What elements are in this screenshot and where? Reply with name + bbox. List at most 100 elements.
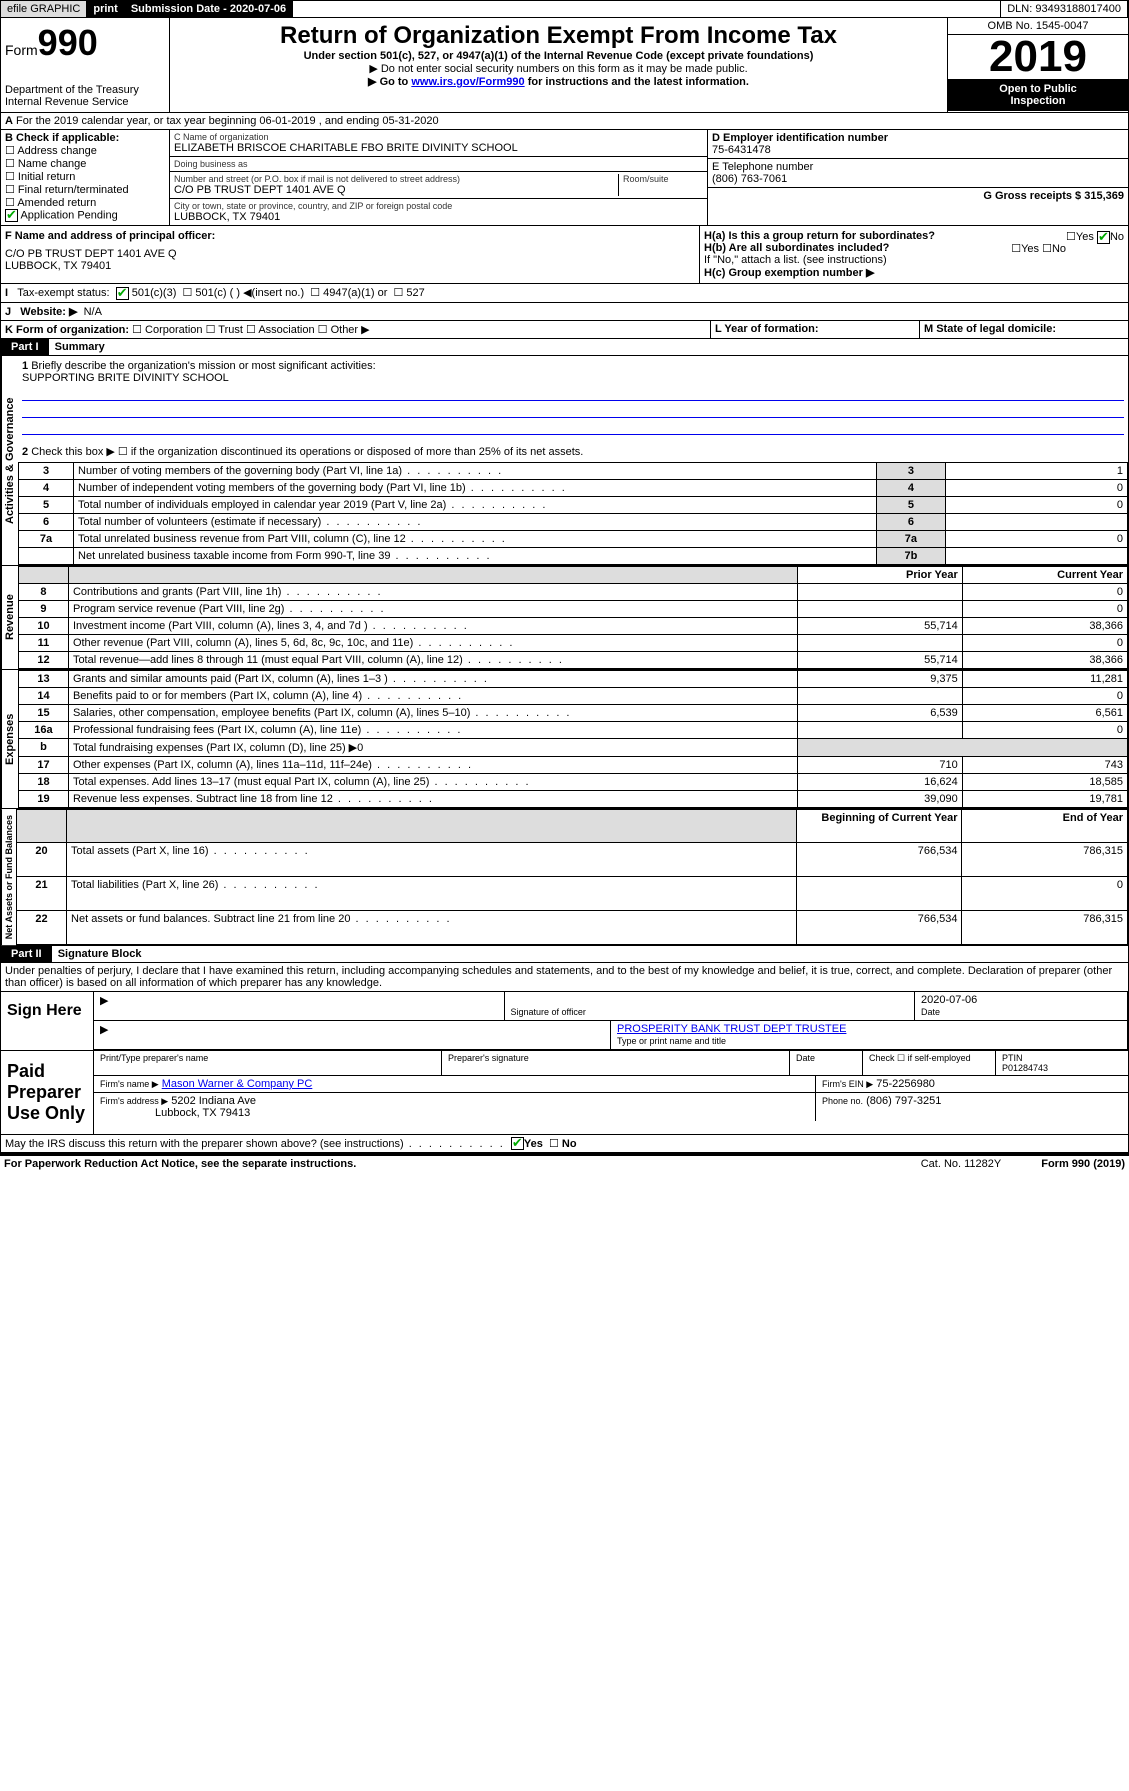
line2-text: Check this box ▶ ☐ if the organization d… <box>31 446 583 458</box>
part1-title: Summary <box>55 341 105 353</box>
ha-no-check[interactable] <box>1097 231 1110 244</box>
part1-header: Part I Summary <box>0 339 1129 356</box>
officer-label: F Name and address of principal officer: <box>5 230 215 242</box>
form-header: Form990 Department of the Treasury Inter… <box>0 18 1129 113</box>
mission-text: SUPPORTING BRITE DIVINITY SCHOOL <box>22 372 229 384</box>
no2: No <box>1052 243 1066 255</box>
tax-status-label: Tax-exempt status: <box>17 287 109 299</box>
pra-notice: For Paperwork Reduction Act Notice, see … <box>4 1158 356 1170</box>
section-a: A For the 2019 calendar year, or tax yea… <box>0 113 1129 130</box>
section-klm: K Form of organization: ☐ Corporation ☐ … <box>0 321 1129 339</box>
firm-addr-label: Firm's address ▶ <box>100 1096 168 1106</box>
discuss-text: May the IRS discuss this return with the… <box>5 1138 404 1150</box>
org-name-label: C Name of organization <box>174 132 703 142</box>
prep-selfemp: Check ☐ if self-employed <box>863 1051 996 1075</box>
k-other[interactable]: Other ▶ <box>331 324 370 336</box>
k-label: K Form of organization: <box>5 324 129 336</box>
k-corp[interactable]: Corporation <box>145 324 202 336</box>
irs-label: Internal Revenue Service <box>5 96 165 108</box>
chk-initial-return[interactable]: Initial return <box>18 171 75 183</box>
ifno-text: If "No," attach a list. (see instruction… <box>704 254 1124 266</box>
hc-label: H(c) Group exemption number ▶ <box>704 267 874 279</box>
tax-year: 2019 <box>948 35 1128 79</box>
prep-name-hdr: Print/Type preparer's name <box>94 1051 442 1075</box>
chk-501c3[interactable] <box>116 287 129 300</box>
tax-year-range: For the 2019 calendar year, or tax year … <box>16 115 439 127</box>
chk-amended[interactable]: Amended return <box>17 197 96 209</box>
k-assoc[interactable]: Association <box>258 324 314 336</box>
website-label: Website: ▶ <box>20 306 77 318</box>
vert-expenses: Expenses <box>1 670 18 808</box>
city-label: City or town, state or province, country… <box>174 201 703 211</box>
discuss-yes[interactable] <box>511 1137 524 1150</box>
ptin-value: P01284743 <box>1002 1063 1048 1073</box>
dba-label: Doing business as <box>174 159 703 169</box>
officer-name: PROSPERITY BANK TRUST DEPT TRUSTEE <box>617 1023 846 1035</box>
vert-revenue: Revenue <box>1 566 18 669</box>
revenue-table: Prior YearCurrent Year8Contributions and… <box>18 566 1128 669</box>
irs-link[interactable]: www.irs.gov/Form990 <box>411 76 524 88</box>
city-value: LUBBOCK, TX 79401 <box>174 211 703 223</box>
firm-name[interactable]: Mason Warner & Company PC <box>162 1078 313 1090</box>
ein-label: D Employer identification number <box>712 132 888 144</box>
sign-here-label: Sign Here <box>1 992 94 1050</box>
netassets-section: Net Assets or Fund Balances Beginning of… <box>0 809 1129 946</box>
dept-treasury: Department of the Treasury <box>5 84 165 96</box>
phone-value: (806) 763-7061 <box>712 173 1124 185</box>
goto-post: for instructions and the latest informat… <box>525 76 749 88</box>
501c3: 501(c)(3) <box>132 287 177 299</box>
chk-address-change[interactable]: Address change <box>17 145 97 157</box>
expenses-table: 13Grants and similar amounts paid (Part … <box>18 670 1128 808</box>
yes2: Yes <box>1021 243 1039 255</box>
k-trust[interactable]: Trust <box>218 324 243 336</box>
chk-app-pending-icon[interactable] <box>5 209 18 222</box>
vert-activities: Activities & Governance <box>1 356 18 565</box>
discuss-line: May the IRS discuss this return with the… <box>0 1135 1129 1154</box>
phone-label: E Telephone number <box>712 161 813 173</box>
expenses-section: Expenses 13Grants and similar amounts pa… <box>0 670 1129 809</box>
form-title: Return of Organization Exempt From Incom… <box>174 22 943 50</box>
ptin-hdr: PTIN <box>1002 1053 1023 1063</box>
part2-title: Signature Block <box>58 948 142 960</box>
print-button[interactable]: print <box>87 1 124 17</box>
cat-no: Cat. No. 11282Y <box>921 1158 1002 1170</box>
ein-value: 75-6431478 <box>712 144 1124 156</box>
page-footer: For Paperwork Reduction Act Notice, see … <box>0 1153 1129 1172</box>
hb-label: H(b) Are all subordinates included? <box>704 242 889 254</box>
form-ref: Form 990 (2019) <box>1041 1158 1125 1170</box>
part2-badge: Part II <box>1 946 52 962</box>
part1-badge: Part I <box>1 339 49 355</box>
paid-preparer-label: Paid Preparer Use Only <box>1 1051 94 1134</box>
chk-name-change[interactable]: Name change <box>18 158 87 170</box>
open-public: Open to Public <box>999 83 1077 95</box>
form-number: 990 <box>38 22 98 63</box>
addr-value: C/O PB TRUST DEPT 1401 AVE Q <box>174 184 618 196</box>
subtitle-1: Under section 501(c), 527, or 4947(a)(1)… <box>304 50 814 62</box>
website-value: N/A <box>84 306 102 318</box>
firm-phone-label: Phone no. <box>822 1096 863 1106</box>
activities-governance: Activities & Governance 1 Briefly descri… <box>0 356 1129 566</box>
m-label: M State of legal domicile: <box>924 323 1056 335</box>
line1-label: Briefly describe the organization's miss… <box>31 360 375 372</box>
4947: 4947(a)(1) or <box>323 287 387 299</box>
firm-phone: (806) 797-3251 <box>866 1095 941 1107</box>
yes1: Yes <box>1076 231 1094 243</box>
netassets-table: Beginning of Current YearEnd of Year20To… <box>16 809 1128 945</box>
org-name: ELIZABETH BRISCOE CHARITABLE FBO BRITE D… <box>174 142 703 154</box>
section-b-label: B Check if applicable: <box>5 132 119 144</box>
perjury-text: Under penalties of perjury, I declare th… <box>0 963 1129 992</box>
prep-date-hdr: Date <box>790 1051 863 1075</box>
dln-label: DLN: 93493188017400 <box>1000 1 1128 17</box>
officer-name-label: Type or print name and title <box>617 1036 726 1046</box>
l-label: L Year of formation: <box>715 323 819 335</box>
prep-sig-hdr: Preparer's signature <box>442 1051 790 1075</box>
chk-final-return[interactable]: Final return/terminated <box>18 184 129 196</box>
no1: No <box>1110 231 1124 243</box>
efile-label: efile GRAPHIC <box>1 1 87 17</box>
sig-date: 2020-07-06 <box>921 994 977 1006</box>
ein-label2: Firm's EIN ▶ <box>822 1079 873 1089</box>
vert-netassets: Net Assets or Fund Balances <box>1 809 16 945</box>
section-j: J Website: ▶ N/A <box>0 303 1129 321</box>
firm-ein: 75-2256980 <box>876 1078 935 1090</box>
rule2 <box>22 403 1124 418</box>
